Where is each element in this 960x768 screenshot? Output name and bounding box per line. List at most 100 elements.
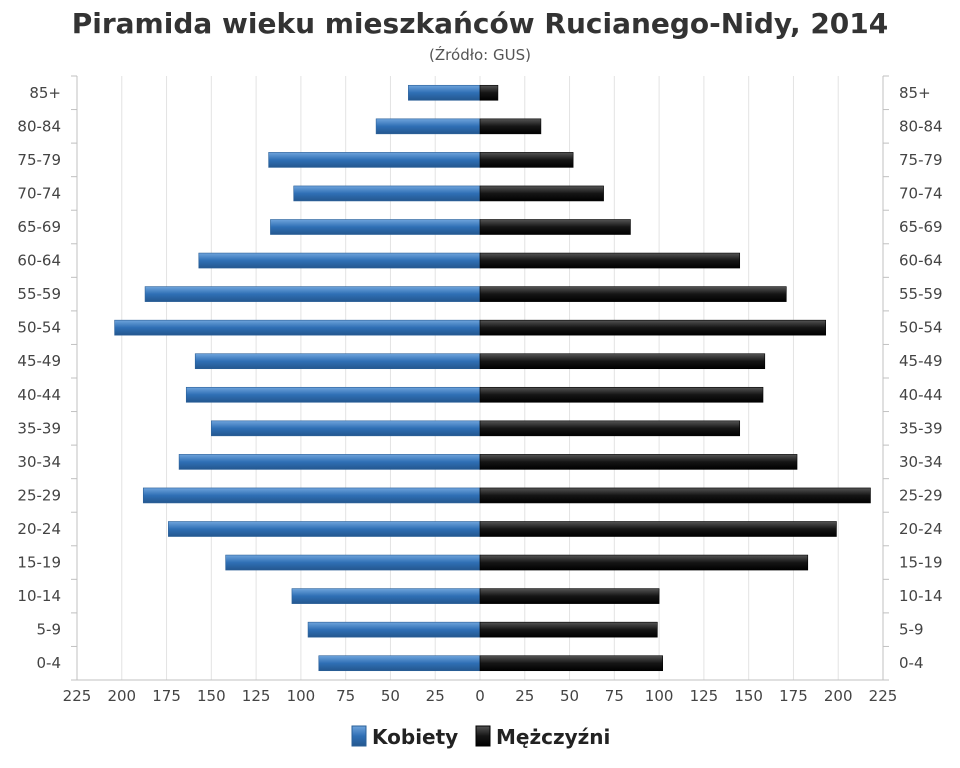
category-label-right: 85+ xyxy=(899,84,931,102)
x-tick-label: 0 xyxy=(475,687,485,705)
bar-mezczyzni[interactable] xyxy=(479,319,826,336)
x-tick-label: 225 xyxy=(869,687,898,705)
bar-kobiety[interactable] xyxy=(168,521,481,537)
bar-mezczyzni[interactable] xyxy=(479,521,837,537)
x-tick-label: 25 xyxy=(426,687,445,705)
category-label-right: 5-9 xyxy=(899,621,924,639)
category-label-right: 20-24 xyxy=(899,520,943,538)
bar-mezczyzni[interactable] xyxy=(479,252,741,269)
x-tick-label: 50 xyxy=(381,687,400,705)
x-tick-label: 150 xyxy=(197,687,226,705)
category-label-right: 50-54 xyxy=(899,319,943,337)
bar-kobiety[interactable] xyxy=(142,487,481,504)
bar-kobiety[interactable] xyxy=(318,655,481,672)
category-label-right: 45-49 xyxy=(899,352,943,370)
x-tick-label: 150 xyxy=(734,687,763,705)
bar-mezczyzni[interactable] xyxy=(479,655,663,672)
bar-kobiety[interactable] xyxy=(198,252,481,269)
category-label-left: 40-44 xyxy=(17,386,61,404)
category-label-left: 45-49 xyxy=(17,352,61,370)
x-tick-label: 175 xyxy=(779,687,808,705)
x-tick-labels: 225 200 175 150 125 100 75 50 25 0 25 50 75 100 125 150… xyxy=(63,687,898,705)
bar-mezczyzni[interactable] xyxy=(479,84,499,101)
category-label-left: 75-79 xyxy=(17,151,61,169)
x-tick-label: 75 xyxy=(336,687,355,705)
category-label-right: 65-69 xyxy=(899,218,943,236)
category-label-right: 40-44 xyxy=(899,386,943,404)
category-label-left: 50-54 xyxy=(17,319,61,337)
bar-mezczyzni[interactable] xyxy=(479,554,809,571)
category-label-left: 80-84 xyxy=(17,117,61,135)
category-label-right: 80-84 xyxy=(899,117,943,135)
bar-kobiety[interactable] xyxy=(178,454,481,470)
category-label-left: 55-59 xyxy=(17,285,61,303)
bar-kobiety[interactable] xyxy=(185,386,481,403)
category-label-left: 60-64 xyxy=(17,252,61,270)
bar-mezczyzni[interactable] xyxy=(479,353,766,370)
bar-kobiety[interactable] xyxy=(291,588,481,604)
legend-swatch-mezczyzni xyxy=(475,725,491,747)
bar-kobiety[interactable] xyxy=(144,286,481,302)
category-label-left: 65-69 xyxy=(17,218,61,236)
category-label-right: 25-29 xyxy=(899,486,943,504)
x-tick-label: 75 xyxy=(605,687,624,705)
chart-title: Piramida wieku mieszkańców Rucianego-Nid… xyxy=(72,7,889,40)
bar-mezczyzni[interactable] xyxy=(479,152,574,168)
category-label-right: 70-74 xyxy=(899,184,943,202)
x-tick-label: 200 xyxy=(107,687,136,705)
bar-kobiety[interactable] xyxy=(270,219,481,235)
category-label-right: 0-4 xyxy=(899,654,924,672)
x-tick-label: 25 xyxy=(515,687,534,705)
category-label-right: 30-34 xyxy=(899,453,943,471)
x-tick-label: 50 xyxy=(560,687,579,705)
bar-mezczyzni[interactable] xyxy=(479,621,658,638)
category-label-left: 15-19 xyxy=(17,554,61,572)
category-label-left: 85+ xyxy=(29,84,61,102)
category-label-left: 10-14 xyxy=(17,587,61,605)
bar-kobiety[interactable] xyxy=(225,554,481,571)
bar-kobiety[interactable] xyxy=(114,319,481,336)
bar-mezczyzni[interactable] xyxy=(479,588,660,604)
x-tick-label: 100 xyxy=(645,687,674,705)
bar-mezczyzni[interactable] xyxy=(479,454,798,470)
category-label-left: 5-9 xyxy=(37,621,62,639)
grid-lines xyxy=(76,76,884,680)
x-tick-label: 125 xyxy=(242,687,271,705)
category-label-left: 30-34 xyxy=(17,453,61,471)
legend-label-mezczyzni[interactable]: Mężczyźni xyxy=(496,725,610,749)
bar-kobiety[interactable] xyxy=(268,152,481,168)
category-label-left: 35-39 xyxy=(17,419,61,437)
x-tick-label: 175 xyxy=(152,687,181,705)
bar-mezczyzni[interactable] xyxy=(479,185,604,202)
category-label-right: 15-19 xyxy=(899,554,943,572)
legend-swatch-kobiety xyxy=(351,725,367,747)
legend-label-kobiety[interactable]: Kobiety xyxy=(372,725,458,749)
bar-mezczyzni[interactable] xyxy=(479,118,542,135)
category-label-right: 10-14 xyxy=(899,587,943,605)
bar-mezczyzni[interactable] xyxy=(479,286,787,302)
bar-kobiety[interactable] xyxy=(375,118,481,135)
bar-kobiety[interactable] xyxy=(211,420,481,437)
bar-mezczyzni[interactable] xyxy=(479,386,764,403)
x-tick-label: 225 xyxy=(63,687,92,705)
bar-kobiety[interactable] xyxy=(307,621,481,638)
category-label-left: 20-24 xyxy=(17,520,61,538)
bar-mezczyzni[interactable] xyxy=(479,219,631,235)
bar-mezczyzni[interactable] xyxy=(479,420,741,437)
category-label-right: 60-64 xyxy=(899,252,943,270)
axes xyxy=(71,75,889,681)
bar-mezczyzni[interactable] xyxy=(479,487,871,504)
bars-group xyxy=(114,84,871,672)
category-label-left: 70-74 xyxy=(17,184,61,202)
x-tick-label: 125 xyxy=(690,687,719,705)
legend[interactable]: Kobiety Mężczyźni xyxy=(351,725,610,749)
category-label-right: 55-59 xyxy=(899,285,943,303)
bar-kobiety[interactable] xyxy=(293,185,481,202)
x-tick-label: 200 xyxy=(824,687,853,705)
bar-kobiety[interactable] xyxy=(194,353,481,370)
category-labels: 85+ 85+ 80-84 80-84 75-79 75-79 70-74 70-74 65-6… xyxy=(17,84,942,672)
chart-subtitle: (Źródło: GUS) xyxy=(429,45,531,64)
category-label-left: 0-4 xyxy=(37,654,62,672)
bar-kobiety[interactable] xyxy=(408,84,481,101)
